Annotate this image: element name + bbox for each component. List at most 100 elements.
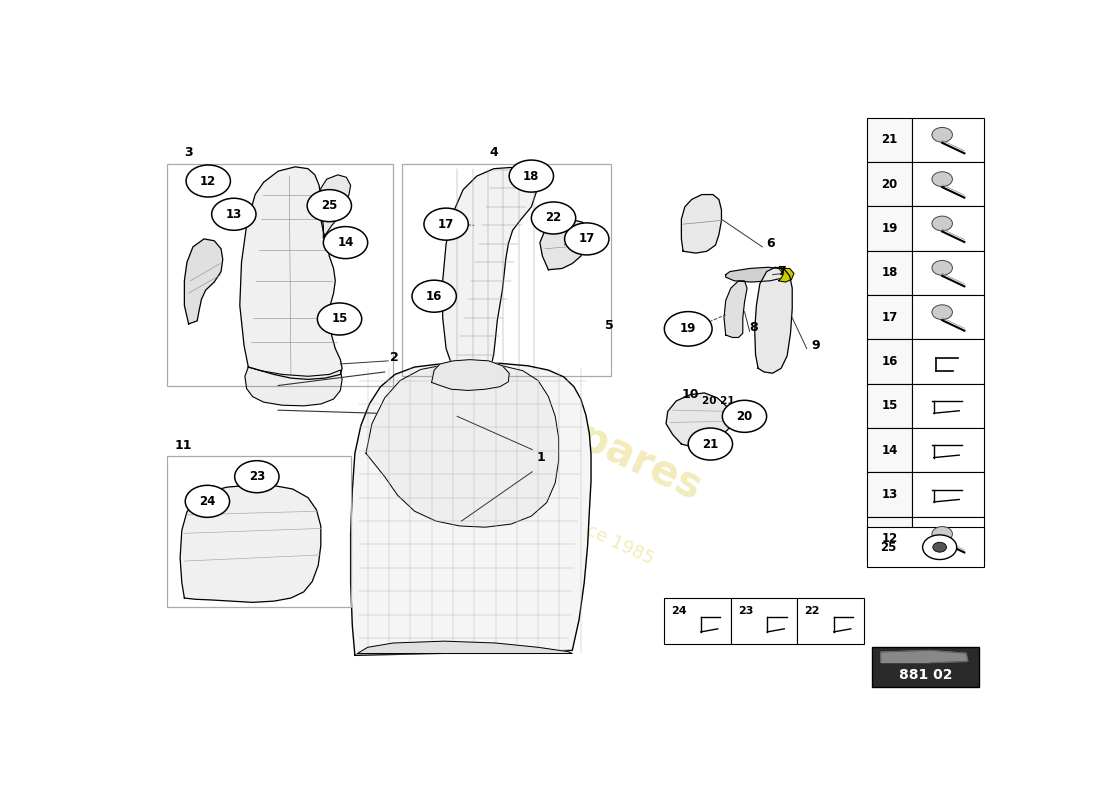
Polygon shape <box>681 194 722 253</box>
Polygon shape <box>240 167 342 379</box>
Bar <box>167 164 394 386</box>
Polygon shape <box>351 363 591 655</box>
Bar <box>867 472 912 517</box>
Circle shape <box>185 486 230 518</box>
Circle shape <box>932 261 953 275</box>
Text: 19: 19 <box>680 322 696 335</box>
Polygon shape <box>442 167 537 374</box>
Circle shape <box>932 526 953 542</box>
Text: 25: 25 <box>880 541 896 554</box>
Text: 17: 17 <box>438 218 454 230</box>
Text: 881 02: 881 02 <box>899 667 953 682</box>
Circle shape <box>689 428 733 460</box>
Bar <box>912 295 984 339</box>
Bar <box>912 162 984 206</box>
Text: 18: 18 <box>881 266 898 279</box>
Text: 6: 6 <box>767 237 775 250</box>
Circle shape <box>307 190 352 222</box>
Polygon shape <box>724 281 747 338</box>
Polygon shape <box>321 175 351 238</box>
Polygon shape <box>779 269 794 282</box>
Text: 11: 11 <box>174 439 191 452</box>
Bar <box>167 456 351 607</box>
Text: 9: 9 <box>811 338 819 351</box>
Text: 7: 7 <box>777 265 785 278</box>
Bar <box>867 250 912 295</box>
Circle shape <box>932 172 953 186</box>
Polygon shape <box>881 650 968 662</box>
Bar <box>867 118 912 162</box>
Text: 20: 20 <box>736 410 752 423</box>
Polygon shape <box>431 360 509 390</box>
Text: 10: 10 <box>681 388 698 401</box>
Bar <box>912 428 984 472</box>
Text: 13: 13 <box>226 208 242 221</box>
Bar <box>867 162 912 206</box>
Bar <box>798 598 864 644</box>
Text: 12: 12 <box>200 174 217 187</box>
Text: 17: 17 <box>579 233 595 246</box>
Bar <box>872 647 979 687</box>
Bar <box>867 206 912 250</box>
Bar <box>867 384 912 428</box>
Text: 21: 21 <box>881 134 898 146</box>
Circle shape <box>424 208 469 240</box>
Circle shape <box>186 165 230 197</box>
Polygon shape <box>245 367 342 406</box>
Text: 24: 24 <box>199 495 216 508</box>
Circle shape <box>923 535 957 559</box>
Text: 22: 22 <box>546 211 562 225</box>
Text: 22: 22 <box>804 606 820 616</box>
Polygon shape <box>366 364 559 527</box>
Bar <box>867 517 912 561</box>
Circle shape <box>509 160 553 192</box>
Polygon shape <box>755 267 792 373</box>
Circle shape <box>932 127 953 142</box>
Bar <box>402 164 610 376</box>
Bar <box>912 517 984 561</box>
Bar <box>912 384 984 428</box>
Text: 1: 1 <box>537 450 546 464</box>
Bar <box>912 206 984 250</box>
Circle shape <box>564 223 609 255</box>
Text: 18: 18 <box>524 170 539 182</box>
Polygon shape <box>185 239 222 324</box>
Circle shape <box>664 312 712 346</box>
Text: 15: 15 <box>331 313 348 326</box>
Bar <box>730 598 798 644</box>
Text: 15: 15 <box>881 399 898 412</box>
Text: 2: 2 <box>389 351 398 364</box>
Text: a passion for parts since 1985: a passion for parts since 1985 <box>403 437 657 568</box>
Text: 25: 25 <box>321 199 338 212</box>
Text: 20 21: 20 21 <box>702 396 735 406</box>
Text: 4: 4 <box>490 146 498 159</box>
Polygon shape <box>180 486 321 602</box>
Bar <box>867 428 912 472</box>
Circle shape <box>933 542 946 552</box>
Text: 19: 19 <box>881 222 898 235</box>
Text: eurospares: eurospares <box>453 360 708 510</box>
Text: 14: 14 <box>338 236 354 249</box>
Text: 16: 16 <box>881 355 898 368</box>
Text: 14: 14 <box>881 444 898 457</box>
Text: 24: 24 <box>671 606 686 616</box>
Circle shape <box>932 305 953 320</box>
Text: 3: 3 <box>185 146 192 159</box>
Circle shape <box>932 216 953 231</box>
Circle shape <box>412 280 456 312</box>
Text: 5: 5 <box>605 319 614 332</box>
Bar <box>912 118 984 162</box>
Text: 17: 17 <box>881 310 898 324</box>
Circle shape <box>323 226 367 258</box>
Circle shape <box>211 198 256 230</box>
Text: 23: 23 <box>249 470 265 483</box>
Polygon shape <box>540 219 590 270</box>
Bar <box>867 339 912 384</box>
Bar <box>912 472 984 517</box>
Polygon shape <box>358 641 572 654</box>
Polygon shape <box>666 393 733 447</box>
Text: 20: 20 <box>881 178 898 190</box>
Text: 21: 21 <box>702 438 718 450</box>
Bar <box>912 250 984 295</box>
Bar <box>912 339 984 384</box>
